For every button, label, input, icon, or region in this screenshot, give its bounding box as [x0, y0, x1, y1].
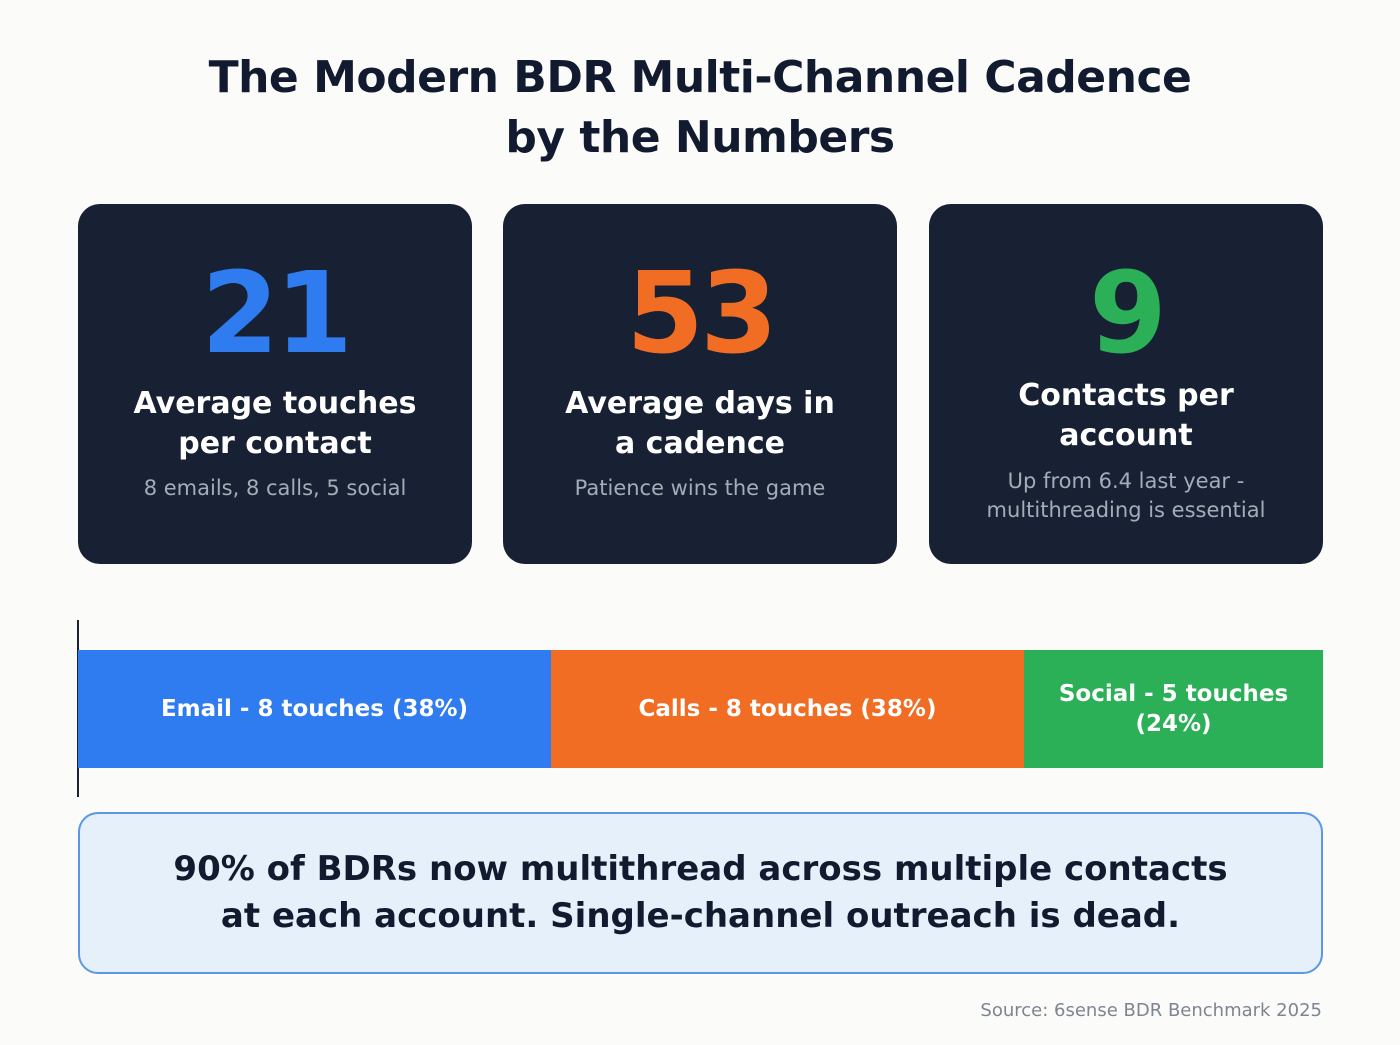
bar-segment-label: Email - 8 touches (38%) [160, 696, 469, 722]
stat-description-line-1: Patience wins the game [574, 476, 826, 500]
stat-card-touches: 21 Average touches per contact 8 emails,… [78, 204, 472, 564]
stat-label-line-2: per contact [178, 426, 372, 461]
stat-description: Patience wins the game [503, 474, 897, 503]
stat-card-days: 53 Average days in a cadence Patience wi… [503, 204, 897, 564]
source-note: Source: 6sense BDR Benchmark 2025 [980, 1000, 1322, 1021]
stat-value: 21 [201, 249, 353, 379]
stat-card-contacts: 9 Contacts per account Up from 6.4 last … [929, 204, 1323, 564]
stat-value: 53 [626, 249, 778, 379]
stat-label-line-1: Contacts per [1018, 378, 1234, 413]
stat-label-line-2: a cadence [614, 426, 786, 461]
stat-description-line-2: multithreading is essential [986, 498, 1266, 522]
bar-segment-social: Social - 5 touches (24%) [1024, 650, 1323, 768]
stat-label: Average touches per contact [78, 384, 472, 464]
stat-description-line-1: Up from 6.4 last year - [1007, 469, 1245, 493]
channel-mix-bar: Email - 8 touches (38%) Calls - 8 touches… [78, 650, 1323, 768]
stat-label: Average days in a cadence [503, 384, 897, 464]
callout-line-2: at each account. Single-channel outreach… [220, 896, 1181, 936]
bar-segment-label: Social - 5 touches (24%) [1058, 681, 1289, 737]
key-insight-callout: 90% of BDRs now multithread across multi… [78, 812, 1323, 974]
stat-label-line-2: account [1059, 418, 1193, 453]
stat-description-line-1: 8 emails, 8 calls, 5 social [143, 476, 407, 500]
stat-description: 8 emails, 8 calls, 5 social [78, 474, 472, 503]
stat-label-line-1: Average days in [565, 386, 835, 421]
title-line-1: The Modern BDR Multi-Channel Cadence [208, 52, 1192, 103]
title-line-2: by the Numbers [505, 112, 895, 163]
bar-segment-email: Email - 8 touches (38%) [78, 650, 551, 768]
bar-segment-label: Calls - 8 touches (38%) [638, 696, 937, 722]
bar-segment-calls: Calls - 8 touches (38%) [551, 650, 1024, 768]
stat-label-line-1: Average touches [133, 386, 417, 421]
stat-description: Up from 6.4 last year - multithreading i… [929, 467, 1323, 525]
stat-label: Contacts per account [929, 376, 1323, 456]
callout-line-1: 90% of BDRs now multithread across multi… [173, 849, 1228, 889]
stat-value: 9 [1089, 249, 1167, 379]
page-title: The Modern BDR Multi-Channel Cadence by … [0, 48, 1400, 168]
